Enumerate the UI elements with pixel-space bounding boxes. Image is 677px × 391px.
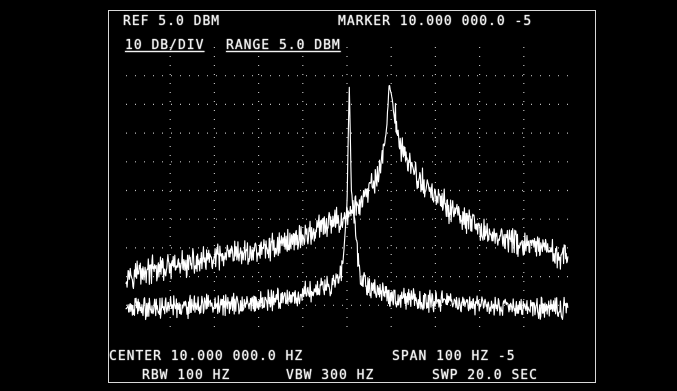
display-frame (108, 10, 596, 383)
reference-level-label: REF 5.0 DBM (123, 14, 221, 29)
marker-readout: MARKER 10.000 000.0 -5 (338, 14, 533, 29)
center-frequency-label: CENTER 10.000 000.0 HZ (109, 349, 304, 364)
sweep-time-label: SWP 20.0 SEC (432, 368, 538, 383)
vbw-label: VBW 300 HZ (286, 368, 375, 383)
rbw-label: RBW 100 HZ (142, 368, 231, 383)
span-label: SPAN 100 HZ -5 (392, 349, 516, 364)
trace-2 (125, 86, 569, 321)
scale-label: 10 DB/DIV (125, 38, 205, 53)
range-label: RANGE 5.0 DBM (226, 38, 341, 53)
